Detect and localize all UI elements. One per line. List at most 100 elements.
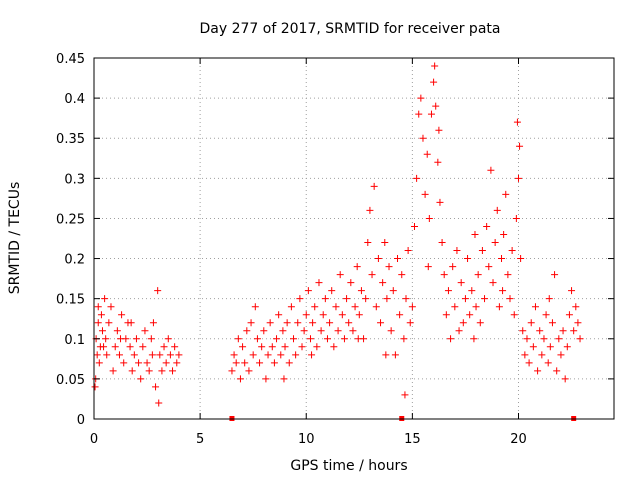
data-point [383, 295, 391, 303]
data-point [300, 327, 308, 335]
data-point [434, 158, 442, 166]
data-point [323, 335, 331, 343]
data-point [389, 287, 397, 295]
data-point [311, 303, 319, 311]
data-point [495, 303, 503, 311]
data-point [355, 311, 363, 319]
data-point [572, 303, 580, 311]
data-point [251, 303, 259, 311]
data-point [483, 222, 491, 230]
data-point [145, 367, 153, 375]
data-point [370, 182, 378, 190]
data-point [362, 295, 370, 303]
data-point [149, 319, 157, 327]
data-point [540, 335, 548, 343]
y-tick-label: 0.45 [56, 52, 85, 67]
data-point [102, 335, 110, 343]
data-point [427, 110, 435, 118]
data-point [471, 230, 479, 238]
data-point [449, 263, 457, 271]
data-point [481, 295, 489, 303]
data-point [561, 375, 569, 383]
data-point [442, 311, 450, 319]
y-axis-label: SRMTID / TECUs [7, 182, 23, 295]
data-point [523, 335, 531, 343]
data-point [306, 335, 314, 343]
data-point [381, 239, 389, 247]
data-point [510, 311, 518, 319]
data-point [531, 303, 539, 311]
data-point [285, 359, 293, 367]
data-point [559, 327, 567, 335]
plot-frame [93, 57, 615, 420]
data-point [455, 327, 463, 335]
data-point [478, 247, 486, 255]
data-point [519, 327, 527, 335]
data-point [387, 327, 395, 335]
data-point [308, 351, 316, 359]
data-point [268, 343, 276, 351]
chart-title: Day 277 of 2017, SRMTID for receiver pat… [200, 21, 501, 37]
y-tick-label: 0.15 [56, 293, 85, 308]
data-point [545, 295, 553, 303]
data-point [309, 319, 317, 327]
data-point [472, 303, 480, 311]
data-point [374, 255, 382, 263]
data-point [253, 335, 261, 343]
data-point [459, 319, 467, 327]
y-tick-label: 0.35 [56, 132, 85, 147]
data-point [372, 303, 380, 311]
data-point [491, 239, 499, 247]
data-point [366, 206, 374, 214]
data-point [296, 295, 304, 303]
data-point [357, 287, 365, 295]
data-point [423, 150, 431, 158]
data-point [408, 303, 416, 311]
data-point [415, 110, 423, 118]
data-point [283, 319, 291, 327]
data-point [152, 383, 160, 391]
data-point [162, 359, 170, 367]
data-point [527, 319, 535, 327]
data-point [419, 134, 427, 142]
grid-lines [94, 58, 614, 419]
y-tick-label: 0.4 [64, 92, 85, 107]
data-point [435, 126, 443, 134]
data-point [336, 271, 344, 279]
data-point [534, 367, 542, 375]
x-axis-ticks: 0 5 10 15 20 [90, 58, 527, 447]
data-point [538, 351, 546, 359]
data-point [499, 287, 507, 295]
data-point [421, 190, 429, 198]
data-point [266, 319, 274, 327]
data-point [546, 343, 554, 351]
data-point [319, 311, 327, 319]
data-point [98, 327, 106, 335]
data-point [279, 327, 287, 335]
data-point [468, 287, 476, 295]
data-point [536, 327, 544, 335]
data-point [130, 351, 138, 359]
data-point [228, 367, 236, 375]
data-point [330, 343, 338, 351]
data-point [262, 375, 270, 383]
data-point [100, 343, 108, 351]
data-point [565, 311, 573, 319]
data-point [364, 239, 372, 247]
data-point [404, 247, 412, 255]
y-tick-label: 0 [77, 413, 85, 428]
data-point [529, 343, 537, 351]
data-point [576, 335, 584, 343]
data-point [281, 343, 289, 351]
data-point [270, 359, 278, 367]
data-point [171, 343, 179, 351]
data-point [351, 303, 359, 311]
data-point [332, 303, 340, 311]
data-point [264, 351, 272, 359]
data-point [241, 359, 249, 367]
y-axis-ticks: 0 0.05 0.1 0.15 0.2 0.25 0.3 0.35 0.4 0.45 [56, 52, 614, 428]
data-point [506, 295, 514, 303]
data-point [256, 359, 264, 367]
data-point [315, 279, 323, 287]
x-tick-label: 20 [510, 432, 527, 447]
